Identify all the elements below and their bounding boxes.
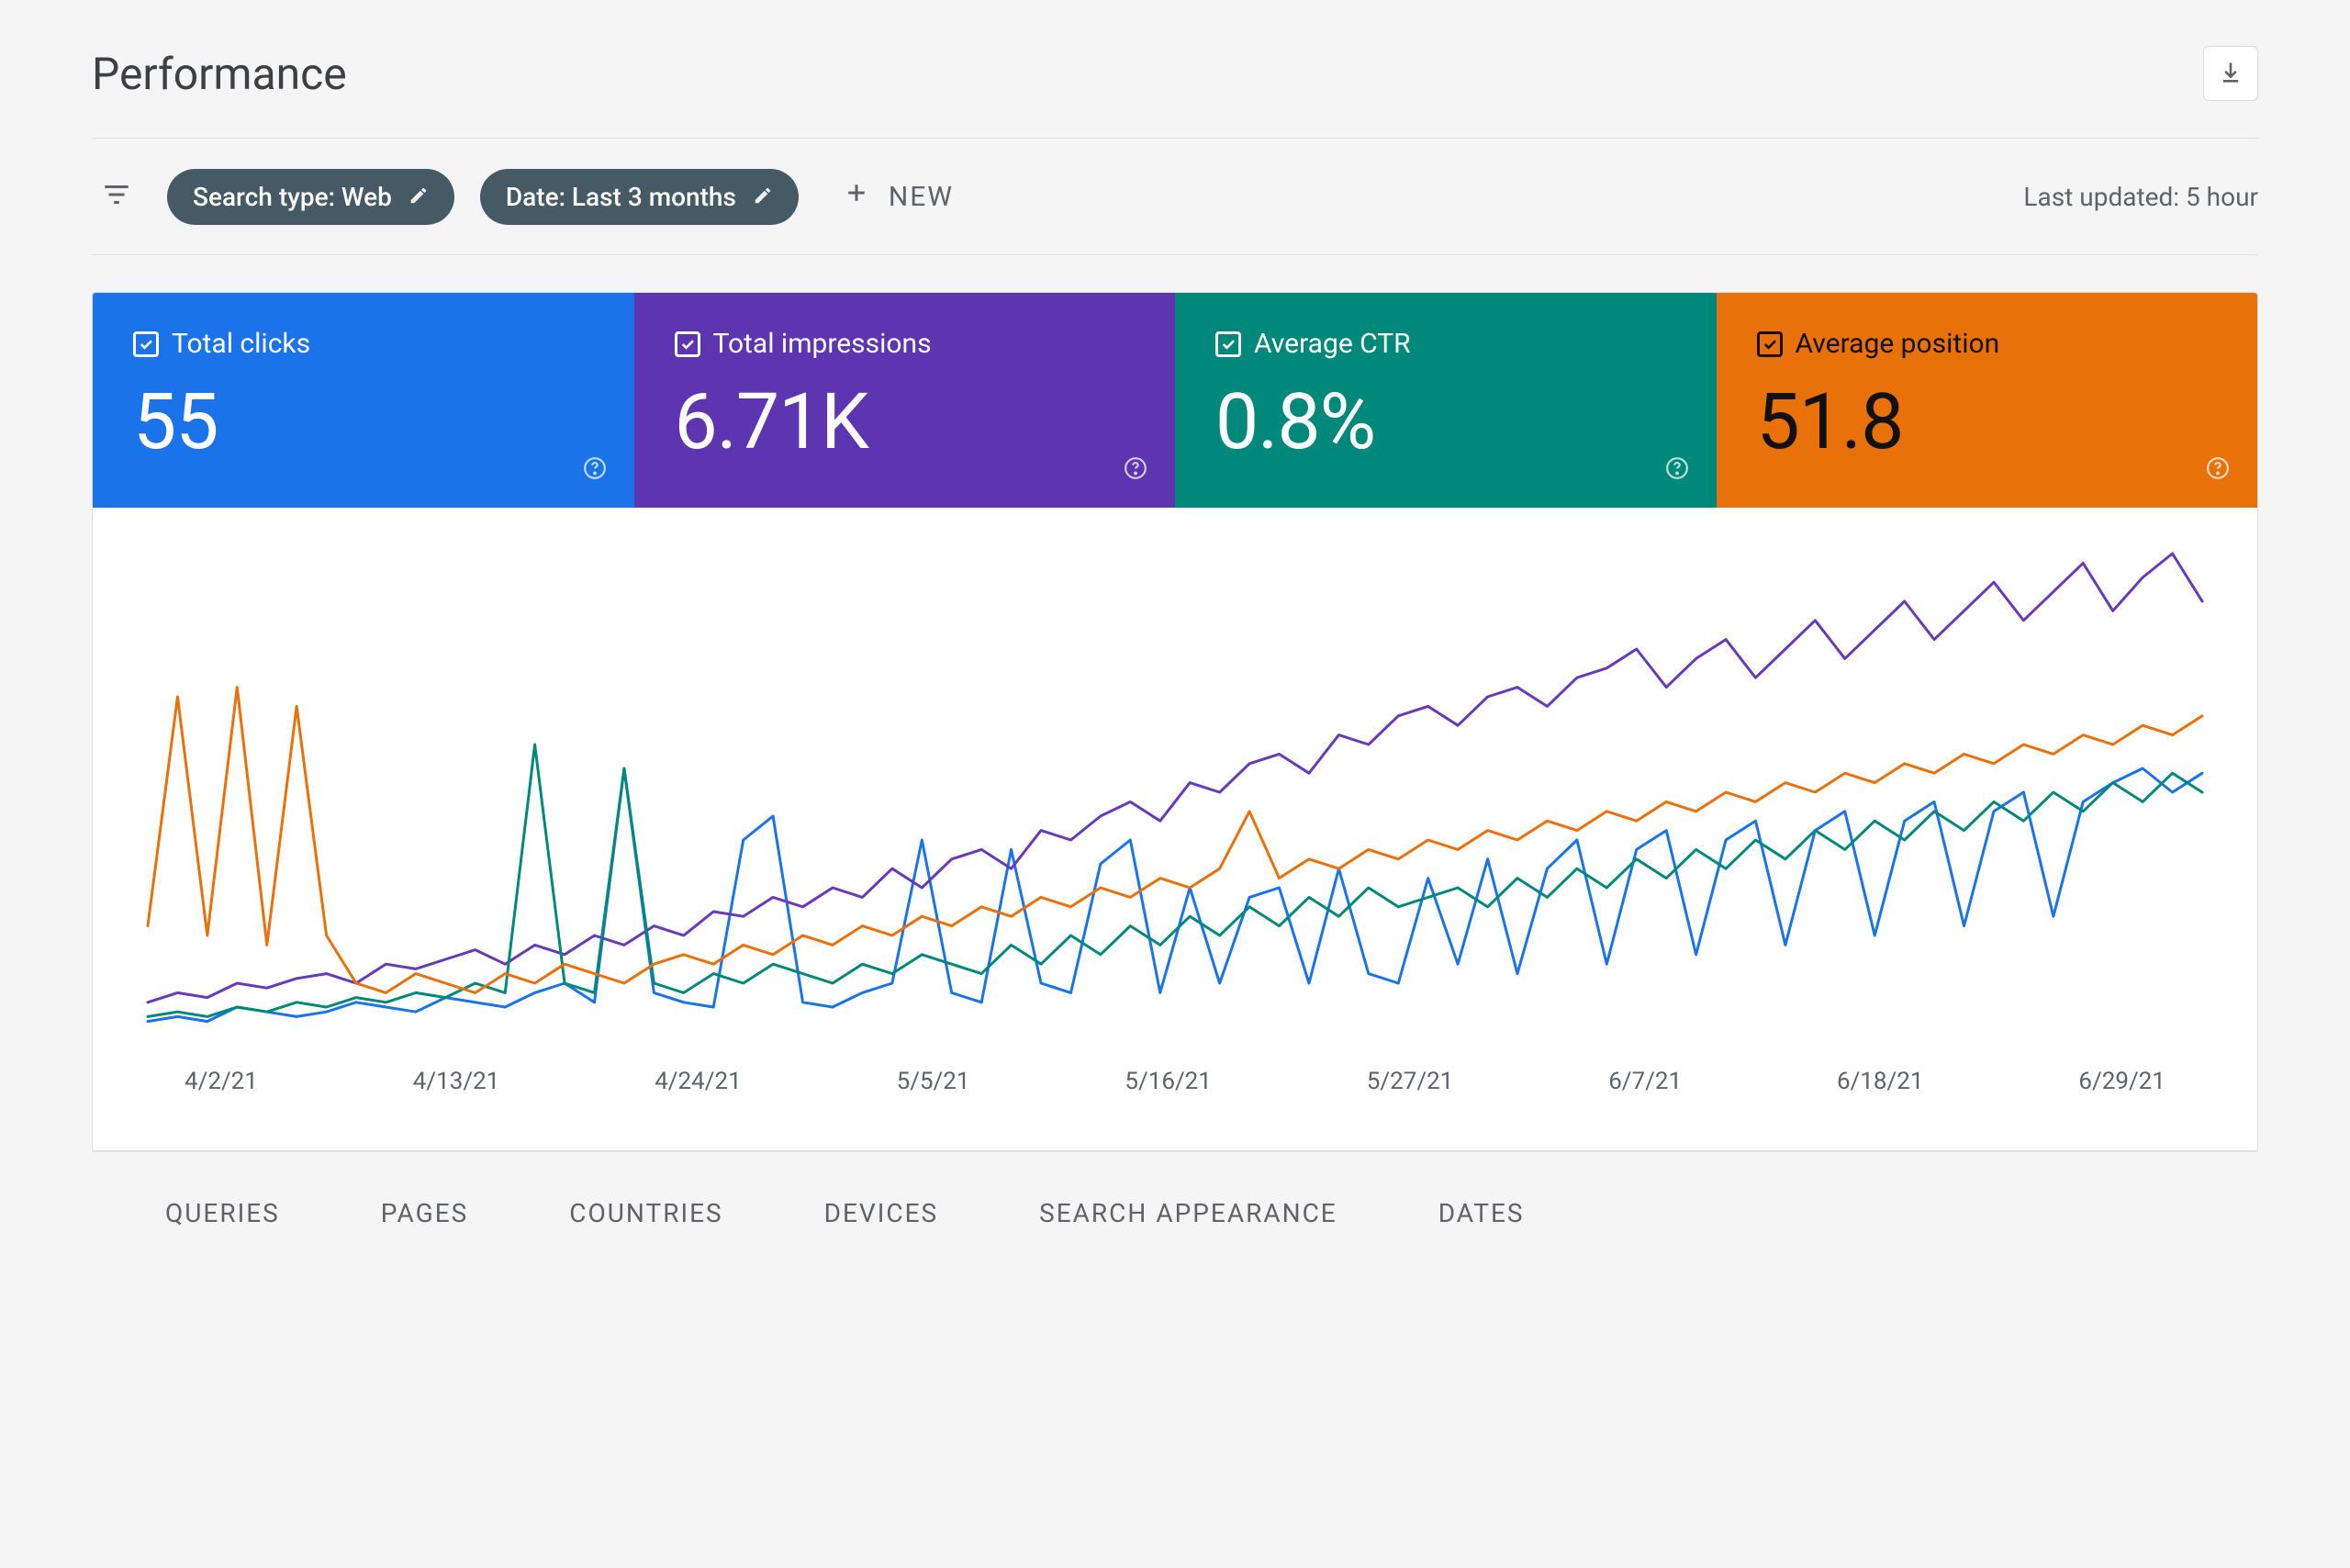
- metric-impressions[interactable]: Total impressions 6.71K: [634, 293, 1176, 508]
- x-tick-label: 4/2/21: [185, 1068, 258, 1095]
- metric-label: Average position: [1796, 328, 2000, 360]
- pencil-icon: [753, 182, 773, 212]
- series-impressions: [148, 554, 2202, 1002]
- tab-pages[interactable]: PAGES: [381, 1198, 469, 1228]
- metric-label: Average CTR: [1254, 328, 1411, 360]
- metric-value: 51.8: [1757, 376, 2218, 467]
- page-title: Performance: [92, 48, 347, 100]
- dimension-tabs: QUERIES PAGES COUNTRIES DEVICES SEARCH APPEA…: [92, 1151, 2258, 1274]
- chart-x-axis: 4/2/21 4/13/21 4/24/21 5/5/21 5/16/21 5/27/21…: [129, 1049, 2221, 1095]
- x-tick-label: 5/5/21: [897, 1068, 970, 1095]
- tab-devices[interactable]: DEVICES: [824, 1198, 939, 1228]
- metric-ctr[interactable]: Average CTR 0.8%: [1175, 293, 1717, 508]
- date-chip[interactable]: Date: Last 3 months: [480, 169, 799, 225]
- metric-label: Total impressions: [713, 328, 932, 360]
- tab-queries[interactable]: QUERIES: [165, 1198, 280, 1228]
- search-type-chip-label: Search type: Web: [193, 182, 392, 212]
- filter-icon[interactable]: [92, 179, 141, 214]
- metric-position[interactable]: Average position 51.8: [1717, 293, 2258, 508]
- series-ctr: [148, 745, 2202, 1016]
- search-type-chip[interactable]: Search type: Web: [167, 169, 454, 225]
- pencil-icon: [408, 182, 429, 212]
- new-filter-label: NEW: [889, 181, 954, 213]
- help-icon[interactable]: [1665, 456, 1689, 484]
- export-button[interactable]: [2203, 46, 2258, 101]
- metric-label: Total clicks: [172, 328, 310, 360]
- series-position: [148, 688, 2202, 993]
- filter-bar: Search type: Web Date: Last 3 months NEW…: [92, 138, 2258, 255]
- metric-value: 55: [133, 376, 594, 467]
- add-filter-button[interactable]: NEW: [824, 166, 972, 227]
- checkbox-checked-icon: [1757, 331, 1783, 357]
- x-tick-label: 5/27/21: [1367, 1068, 1454, 1095]
- performance-page: Performance Search type: Web Date: Last …: [0, 0, 2350, 1274]
- chart-area: 4/2/21 4/13/21 4/24/21 5/5/21 5/16/21 5/27/21…: [93, 508, 2257, 1150]
- last-updated-text: Last updated: 5 hour: [2023, 182, 2258, 212]
- series-clicks: [148, 768, 2202, 1022]
- x-tick-label: 6/7/21: [1608, 1068, 1682, 1095]
- plus-icon: [843, 179, 870, 214]
- x-tick-label: 6/29/21: [2078, 1068, 2165, 1095]
- metrics-row: Total clicks 55 Total impressions 6.71K Aver…: [93, 293, 2257, 508]
- help-icon[interactable]: [2206, 456, 2230, 484]
- date-chip-label: Date: Last 3 months: [506, 182, 736, 212]
- metric-value: 6.71K: [675, 376, 1136, 467]
- page-header: Performance: [92, 37, 2258, 138]
- help-icon[interactable]: [583, 456, 607, 484]
- x-tick-label: 4/24/21: [655, 1068, 742, 1095]
- performance-card: Total clicks 55 Total impressions 6.71K Aver…: [92, 292, 2258, 1151]
- help-icon[interactable]: [1124, 456, 1147, 484]
- checkbox-checked-icon: [1215, 331, 1241, 357]
- download-icon: [2218, 60, 2244, 88]
- metric-value: 0.8%: [1215, 376, 1676, 467]
- tab-dates[interactable]: DATES: [1438, 1198, 1525, 1228]
- checkbox-checked-icon: [133, 331, 159, 357]
- x-tick-label: 6/18/21: [1837, 1068, 1924, 1095]
- tab-countries[interactable]: COUNTRIES: [569, 1198, 722, 1228]
- tab-search-appearance[interactable]: SEARCH APPEARANCE: [1039, 1198, 1337, 1228]
- performance-line-chart: [129, 535, 2221, 1049]
- x-tick-label: 4/13/21: [413, 1068, 500, 1095]
- x-tick-label: 5/16/21: [1125, 1068, 1212, 1095]
- checkbox-checked-icon: [675, 331, 700, 357]
- metric-clicks[interactable]: Total clicks 55: [93, 293, 634, 508]
